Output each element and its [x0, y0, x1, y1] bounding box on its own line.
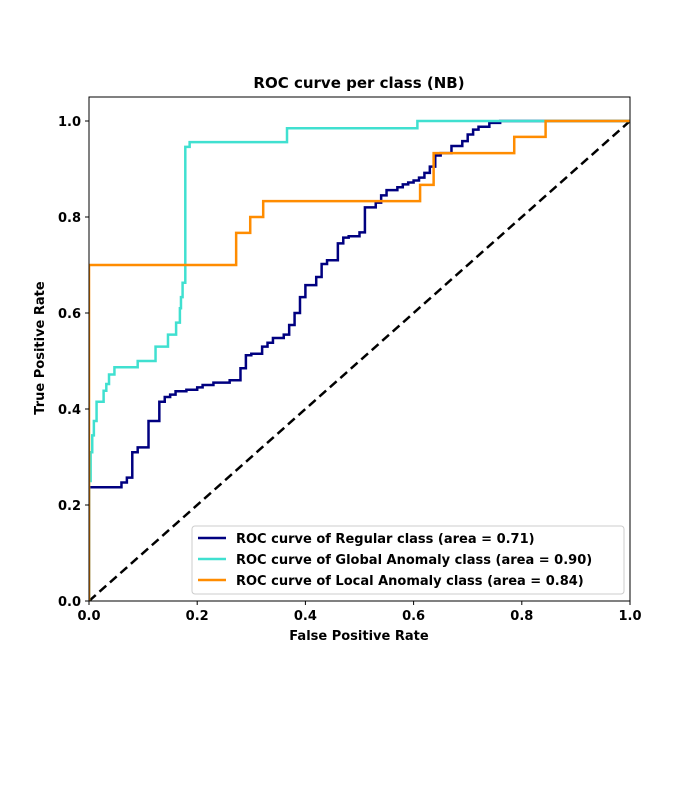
y-tick-label-0: 0.0 [58, 595, 81, 610]
y-tick-label-3: 0.6 [58, 307, 81, 322]
axes: 0.0 0.2 0.4 0.6 0.8 1.0 0.0 0.2 0.4 0.6 0.8 1.0 [58, 96, 642, 624]
series-line-2 [89, 119, 630, 601]
y-tick-label-5: 1.0 [58, 115, 81, 130]
y-tick-label-4: 0.8 [58, 211, 81, 226]
x-tick-label-4: 0.8 [510, 609, 533, 624]
x-tick-label-2: 0.4 [294, 609, 317, 624]
y-axis-label: True Positive Rate [33, 281, 48, 415]
legend-label-0: ROC curve of Regular class (area = 0.71) [236, 532, 535, 547]
x-axis-label: False Positive Rate [289, 629, 429, 644]
series-line-1 [89, 119, 630, 601]
x-tick-label-5: 1.0 [618, 609, 641, 624]
axes-frame [88, 96, 631, 602]
y-tick-label-2: 0.4 [58, 403, 81, 418]
x-tick-label-0: 0.0 [77, 609, 100, 624]
chart-title: ROC curve per class (NB) [253, 74, 464, 92]
legend-label-1: ROC curve of Global Anomaly class (area … [236, 553, 592, 568]
legend-label-2: ROC curve of Local Anomaly class (area =… [236, 574, 584, 589]
legend-box [191, 525, 625, 595]
x-tick-label-1: 0.2 [186, 609, 209, 624]
y-tick-label-1: 0.2 [58, 499, 81, 514]
legend: ROC curve of Regular class (area = 0.71)… [191, 525, 625, 595]
series-line-0 [89, 119, 630, 601]
plot-contents [89, 119, 630, 601]
plot-area [89, 119, 630, 601]
x-tick-label-3: 0.6 [402, 609, 425, 624]
reference-diagonal-line [89, 120, 630, 601]
